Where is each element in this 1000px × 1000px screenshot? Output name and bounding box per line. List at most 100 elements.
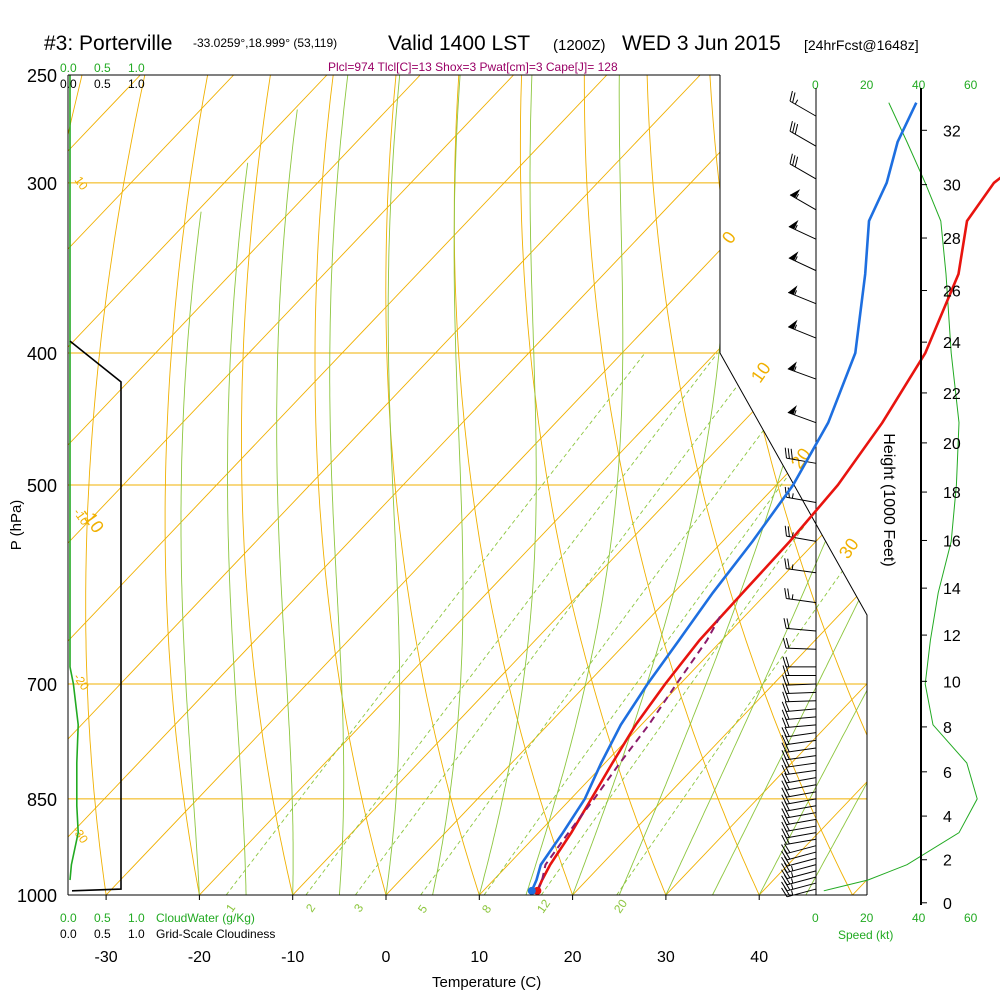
dry-adiabat-line <box>314 75 387 895</box>
wind-barb-half-feather <box>791 890 794 896</box>
moist-adiabat-line <box>805 781 867 895</box>
station-title: #3: Porterville <box>44 32 172 55</box>
wind-barb-staff <box>786 755 817 761</box>
wind-barb-staff <box>789 163 817 180</box>
dry-adiabat-line <box>241 75 294 895</box>
wind-barb-feather <box>784 558 787 569</box>
height-tick-label: 14 <box>943 581 961 598</box>
wind-barb-pennant <box>788 319 798 330</box>
wind-barb <box>787 361 817 380</box>
wind-barb-staff <box>786 769 817 776</box>
wind-barb-feather <box>785 656 790 668</box>
isotherm-line <box>385 389 867 895</box>
mixing-ratio-line <box>355 352 763 895</box>
wind-barb-staff <box>786 784 817 791</box>
height-tick-label: 0 <box>943 896 952 913</box>
wind-barb-staff <box>786 535 817 542</box>
wind-barb-feather <box>782 675 787 686</box>
wind-barb <box>781 701 817 712</box>
mixing-ratio-label: 3 <box>351 901 366 915</box>
wind-barb-feather <box>782 665 787 676</box>
wind-barb-feather <box>784 525 787 537</box>
wind-barb-feather <box>792 155 796 166</box>
wind-barb-staff <box>786 647 817 650</box>
mixing-ratio-label: 20 <box>611 896 630 915</box>
wind-barbs <box>781 90 817 898</box>
wind-barb-feather <box>784 447 787 459</box>
wind-barb-staff <box>786 777 817 784</box>
sounding-series <box>527 102 1000 895</box>
wind-barb-staff <box>786 762 817 768</box>
wind-speed-bottom-tick: 40 <box>912 911 926 925</box>
wind-barb-feather <box>784 726 790 737</box>
mixing-ratio-line <box>420 352 822 895</box>
wind-barb-feather <box>792 92 796 103</box>
wind-barb-feather <box>781 701 787 712</box>
wind-barb-staff <box>786 818 817 826</box>
temperature-tick-label: -20 <box>188 949 211 966</box>
cloud-water-bottom-tick: 1.0 <box>128 911 145 925</box>
wind-barb-feather <box>787 448 790 459</box>
cloudiness-line <box>69 340 122 892</box>
wind-barb <box>788 251 817 272</box>
wind-barb-staff <box>787 411 817 424</box>
height-tick-label: 20 <box>943 436 961 453</box>
mixing-ratio-label: 2 <box>303 901 318 915</box>
wind-barb <box>781 880 817 892</box>
wind-barb-half-feather <box>791 564 794 570</box>
wind-barb <box>781 874 817 886</box>
height-axis-title: Height (1000 Feet) <box>880 433 897 566</box>
temperature-tick-label: 20 <box>564 949 582 966</box>
temperature-tick-label: 0 <box>382 949 391 966</box>
height-tick-label: 6 <box>943 765 952 782</box>
wind-barb-half-feather <box>794 290 798 296</box>
wind-barb-feather <box>785 674 790 686</box>
wind-barb-feather <box>781 717 787 728</box>
moist-adiabat-line <box>329 75 349 895</box>
wind-barb-feather <box>787 558 790 570</box>
pressure-tick-label: 400 <box>27 344 57 364</box>
wind-barb-feather <box>794 123 799 135</box>
cloud-water-line <box>69 75 80 881</box>
forecast-info: [24hrFcst@1648z] <box>804 37 919 53</box>
wind-barb-half-feather <box>791 884 794 890</box>
wind-barb-feather <box>782 656 787 668</box>
isotherm-line <box>68 75 421 446</box>
moist-adiabat-line <box>276 109 298 895</box>
dry-adiabat-line <box>646 75 853 895</box>
wind-barb-half-feather <box>793 409 797 415</box>
wind-barb <box>784 558 817 574</box>
wind-barb-staff <box>786 876 817 886</box>
height-tick-label: 28 <box>943 231 961 248</box>
station-coords: -33.0259°,18.999° (53,119) <box>193 36 337 50</box>
mixing-ratio-label: 5 <box>415 902 430 916</box>
wind-barb-staff <box>786 716 817 721</box>
wind-barb-feather <box>794 156 799 168</box>
wind-barb-staff <box>786 691 817 694</box>
cloud-water-bottom-tick: 0.5 <box>94 911 111 925</box>
wind-barb <box>782 674 817 686</box>
wind-barb-half-feather <box>794 324 798 330</box>
wind-barb-staff <box>786 812 817 819</box>
cloud-water-bottom-tick: 0.0 <box>60 911 77 925</box>
wind-barb <box>781 862 817 873</box>
wind-barb-staff <box>786 457 817 464</box>
y-axis-title: P (hPa) <box>8 500 25 551</box>
wind-barb-staff <box>786 700 817 703</box>
wind-barb-feather <box>782 683 787 694</box>
moist-adiabat-line <box>572 75 728 895</box>
height-tick-label: 30 <box>943 178 961 195</box>
mixing-ratio-label: 12 <box>534 896 553 915</box>
cloud-water-top-tick: 0.5 <box>94 61 111 75</box>
wind-barb-feather <box>781 875 788 886</box>
wind-barb <box>783 618 817 632</box>
temperature-tick-label: 30 <box>657 949 675 966</box>
moist-adiabat-line <box>525 75 624 895</box>
pressure-tick-label: 850 <box>27 790 57 810</box>
moist-adiabat-line <box>432 75 464 895</box>
wind-barb <box>781 772 817 784</box>
wind-barb <box>781 849 817 861</box>
temperature-tick-label: 40 <box>750 949 768 966</box>
wind-barb-staff <box>786 825 817 832</box>
height-tick-label: 8 <box>943 720 952 737</box>
